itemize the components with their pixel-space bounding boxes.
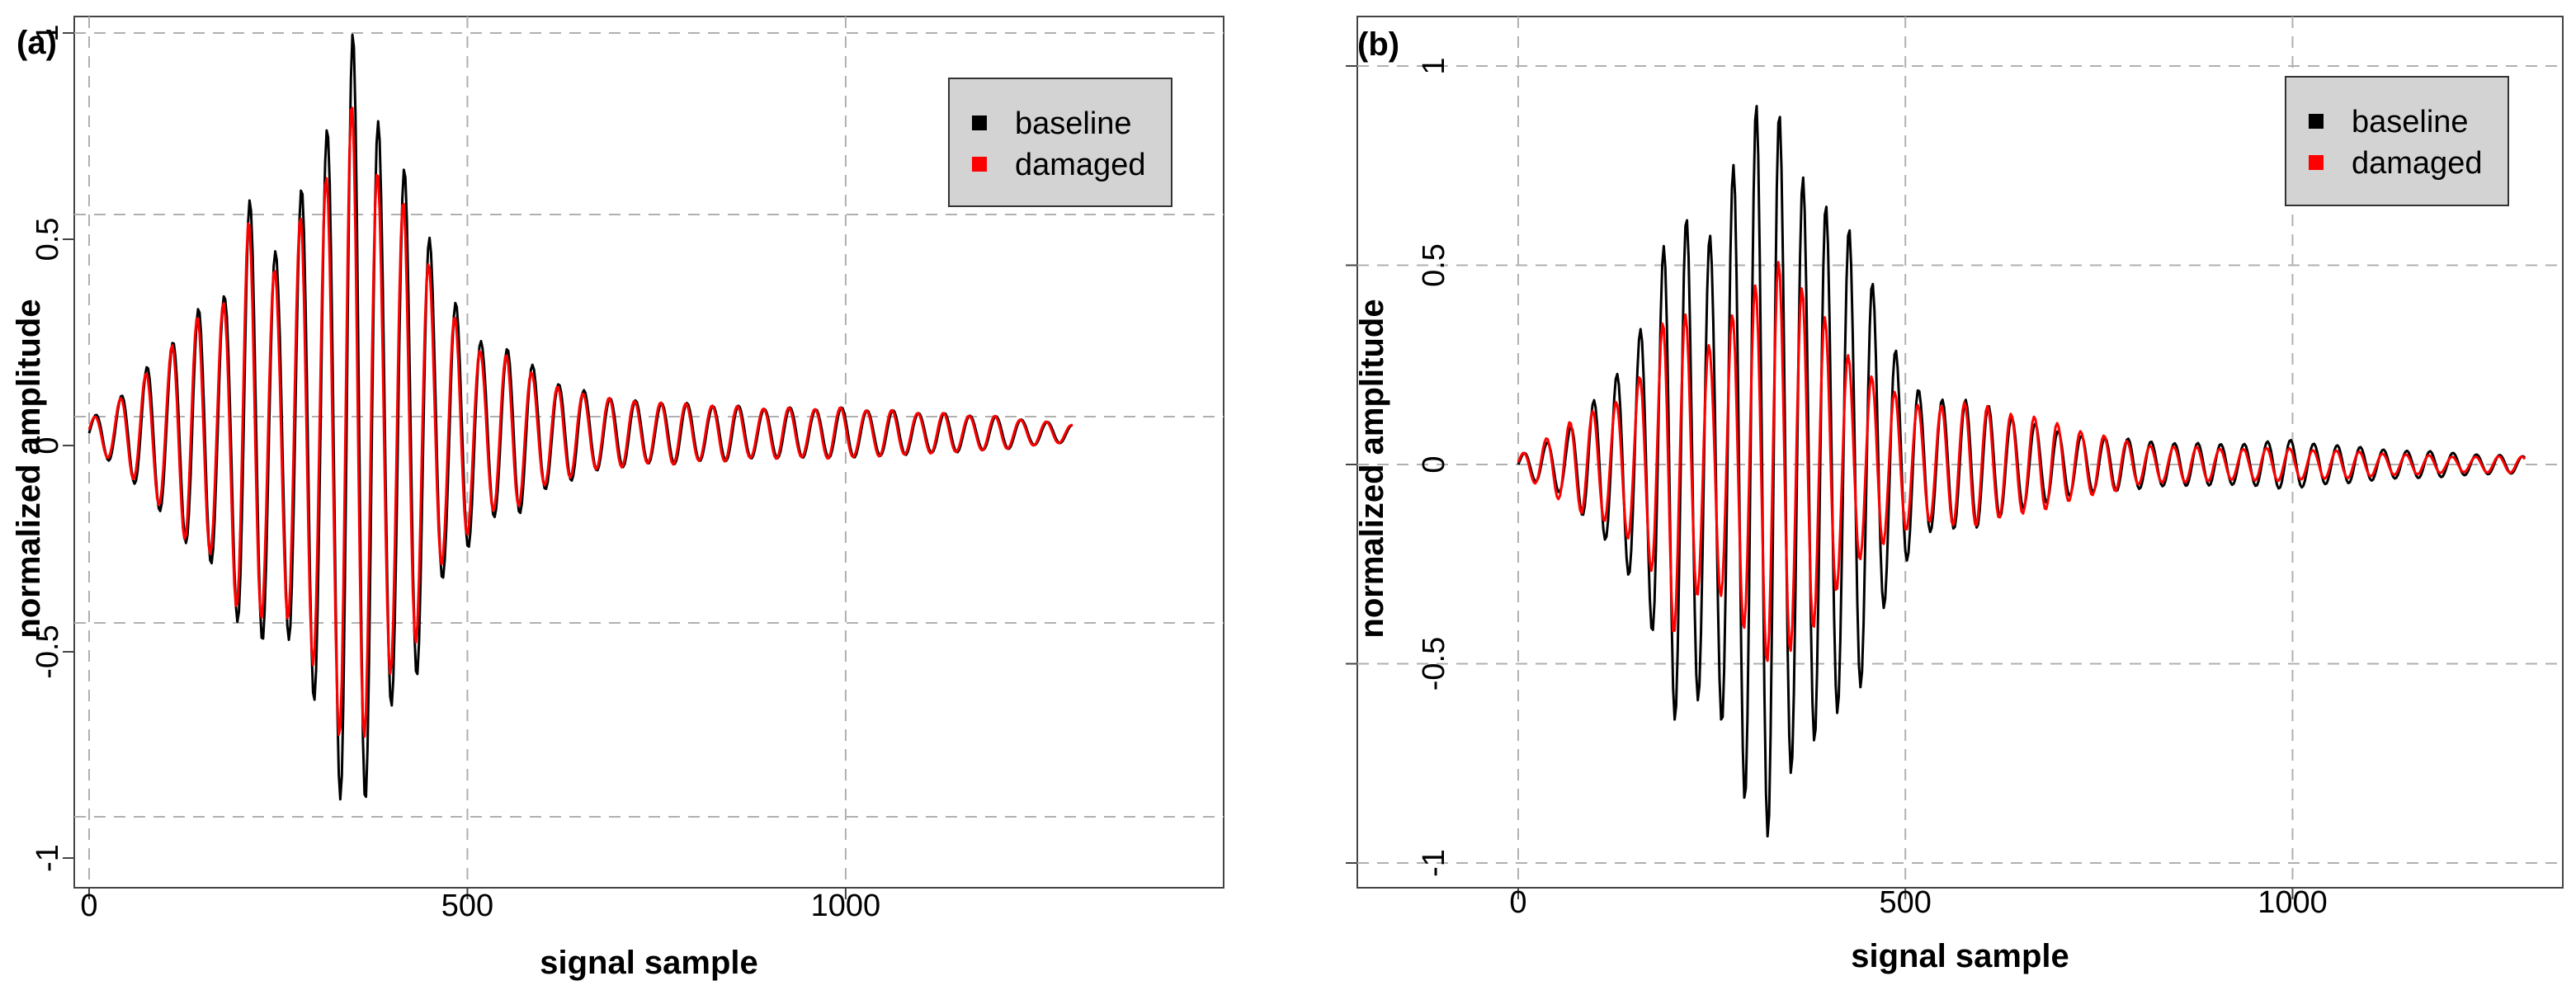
x-tick-label: 500 xyxy=(1880,885,1932,920)
y-tick-label: 0.5 xyxy=(31,218,65,262)
x-tick-label: 0 xyxy=(80,889,97,923)
series-line-damaged xyxy=(87,106,1073,738)
legend-label: baseline xyxy=(2352,105,2469,139)
x-tick-label: 1000 xyxy=(2258,885,2328,920)
y-tick-label: -1 xyxy=(1417,849,1451,877)
panel-label: (b) xyxy=(1357,26,1400,63)
series-line-damaged xyxy=(1517,261,2526,663)
plot-frame xyxy=(73,16,1224,889)
y-axis-title: normalized amplitude xyxy=(1354,299,1390,638)
plot-frame xyxy=(1356,16,2564,889)
legend-swatch xyxy=(2309,114,2324,129)
panel-a: (a) 0 500 1000 -1 -0.5 0 0.5 1 signal sample norm… xyxy=(11,16,1224,981)
legend-box xyxy=(948,78,1172,207)
legend-swatch xyxy=(2309,155,2324,170)
y-tick-label: -0.5 xyxy=(1417,637,1451,691)
x-axis-title: signal sample xyxy=(1851,938,2069,974)
legend-swatch xyxy=(972,157,987,172)
panel-label: (a) xyxy=(17,25,57,61)
panel-b: (b) 0 500 1000 -1 -0.5 0 0.5 1 signal sample norm… xyxy=(1288,0,2576,995)
y-tick-label: -0.5 xyxy=(31,625,65,678)
legend-swatch xyxy=(972,116,987,130)
y-tick-label: 0 xyxy=(1417,455,1451,473)
y-tick-label: 1 xyxy=(1417,57,1451,74)
legend-box xyxy=(2285,76,2509,206)
y-tick-label: -1 xyxy=(31,844,65,872)
chart-b: 0 500 1000 -1 -0.5 0 0.5 1 signal sample normaliz… xyxy=(1346,16,2564,974)
legend-label: baseline xyxy=(1015,106,1132,141)
legend-label: damaged xyxy=(1015,148,1145,182)
y-tick-label: 0 xyxy=(31,436,65,454)
y-tick-label: 0.5 xyxy=(1417,243,1451,287)
x-tick-label: 1000 xyxy=(811,889,881,923)
x-tick-label: 500 xyxy=(441,889,493,923)
y-tick-label: 1 xyxy=(31,24,65,41)
x-axis-title: signal sample xyxy=(540,945,758,981)
chart-a: 0 500 1000 -1 -0.5 0 0.5 1 signal sample normaliz… xyxy=(11,16,1224,981)
y-axis-title: normalized amplitude xyxy=(11,299,47,638)
legend-label: damaged xyxy=(2352,146,2482,181)
x-tick-label: 0 xyxy=(1509,885,1526,920)
